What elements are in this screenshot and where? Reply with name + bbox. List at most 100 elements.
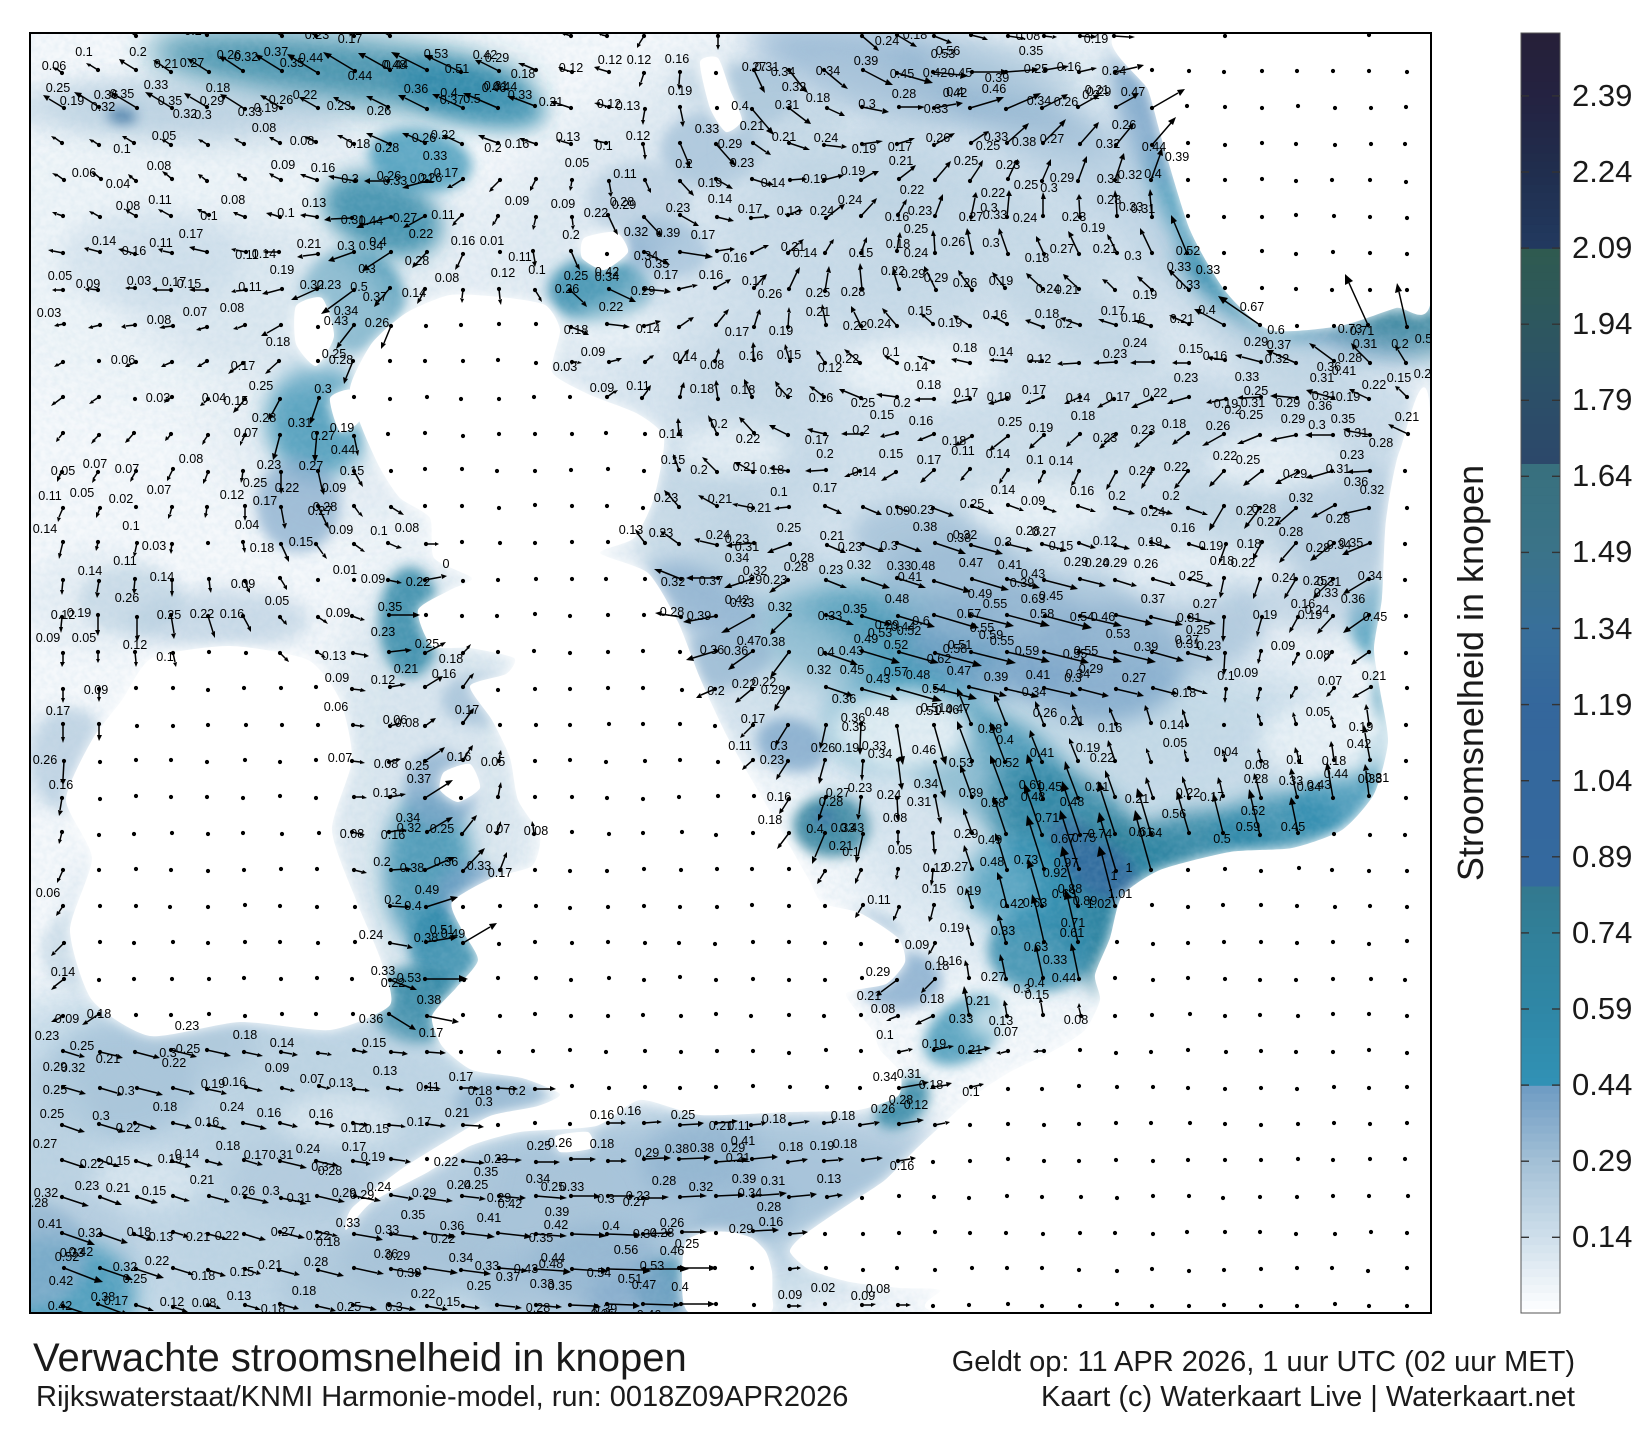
- svg-text:0.34: 0.34: [738, 1186, 763, 1200]
- svg-text:0.2: 0.2: [484, 141, 502, 155]
- svg-text:0.27: 0.27: [623, 1195, 648, 1209]
- svg-text:0.17: 0.17: [434, 166, 459, 180]
- svg-text:0.34: 0.34: [725, 551, 750, 565]
- svg-text:0.12: 0.12: [559, 61, 584, 75]
- svg-text:0.2: 0.2: [508, 1084, 526, 1098]
- svg-text:0.27: 0.27: [742, 60, 767, 74]
- svg-text:0.18: 0.18: [206, 81, 231, 95]
- svg-text:0.26: 0.26: [953, 276, 978, 290]
- svg-text:0.19: 0.19: [270, 263, 295, 277]
- svg-text:0.3: 0.3: [311, 1160, 329, 1174]
- svg-text:1.79: 1.79: [1572, 382, 1632, 417]
- svg-text:0.25: 0.25: [1186, 623, 1211, 637]
- svg-text:0.88: 0.88: [1058, 882, 1083, 896]
- svg-text:0.31: 0.31: [775, 98, 800, 112]
- svg-text:0.14: 0.14: [33, 522, 58, 536]
- svg-text:0.16: 0.16: [699, 268, 724, 282]
- svg-text:Verwachte stroomsnelheid in kn: Verwachte stroomsnelheid in knopen: [33, 1336, 687, 1380]
- svg-text:0.34: 0.34: [359, 239, 384, 253]
- svg-text:0.16: 0.16: [49, 778, 74, 792]
- svg-text:0.09: 0.09: [265, 1061, 290, 1075]
- svg-text:1.04: 1.04: [1572, 763, 1632, 798]
- svg-text:0.08: 0.08: [395, 521, 420, 535]
- svg-text:0.18: 0.18: [153, 1100, 178, 1114]
- svg-text:0.3: 0.3: [337, 239, 355, 253]
- svg-text:0.01: 0.01: [333, 563, 358, 577]
- svg-text:0.26: 0.26: [418, 171, 443, 185]
- svg-text:0.33: 0.33: [818, 609, 843, 623]
- svg-text:0.16: 0.16: [309, 1107, 334, 1121]
- svg-text:0.21: 0.21: [966, 994, 991, 1008]
- svg-text:0.1: 0.1: [876, 1028, 894, 1042]
- svg-text:0.4: 0.4: [440, 86, 458, 100]
- svg-text:0.17: 0.17: [488, 866, 513, 880]
- svg-text:0.09: 0.09: [778, 1288, 803, 1302]
- svg-text:0.34: 0.34: [914, 777, 939, 791]
- svg-text:0.59: 0.59: [1015, 644, 1040, 658]
- svg-text:0.67: 0.67: [1240, 300, 1265, 314]
- svg-text:0.3: 0.3: [159, 1046, 177, 1060]
- svg-text:0.18: 0.18: [590, 1137, 615, 1151]
- svg-text:0.22: 0.22: [1176, 786, 1201, 800]
- svg-text:0.26: 0.26: [1033, 706, 1058, 720]
- svg-text:0.45: 0.45: [840, 663, 865, 677]
- svg-text:0.19: 0.19: [254, 101, 279, 115]
- svg-text:0.18: 0.18: [127, 1225, 152, 1239]
- svg-text:0.06: 0.06: [72, 166, 97, 180]
- svg-text:0.15: 0.15: [340, 464, 365, 478]
- svg-text:0.44: 0.44: [299, 51, 324, 65]
- svg-text:0.22: 0.22: [1164, 460, 1189, 474]
- svg-text:0.26: 0.26: [217, 48, 242, 62]
- svg-text:0.17: 0.17: [691, 228, 716, 242]
- svg-text:0.12: 0.12: [923, 861, 948, 875]
- svg-text:0.06: 0.06: [42, 59, 67, 73]
- svg-text:0.18: 0.18: [250, 541, 275, 555]
- svg-text:0.51: 0.51: [445, 62, 470, 76]
- svg-text:0.27: 0.27: [981, 970, 1006, 984]
- svg-text:0.5: 0.5: [463, 92, 481, 106]
- svg-text:0.14: 0.14: [51, 965, 76, 979]
- svg-text:0.12: 0.12: [904, 1098, 929, 1112]
- svg-text:0.22: 0.22: [190, 607, 215, 621]
- svg-text:0.16: 0.16: [617, 1104, 642, 1118]
- svg-text:0.4: 0.4: [817, 645, 835, 659]
- svg-text:0.4: 0.4: [404, 899, 422, 913]
- svg-text:0.89: 0.89: [1073, 894, 1098, 908]
- svg-text:0.62: 0.62: [927, 652, 952, 666]
- svg-text:0.14: 0.14: [636, 322, 661, 336]
- svg-text:0.44: 0.44: [359, 214, 384, 228]
- svg-text:0.28: 0.28: [318, 1164, 343, 1178]
- svg-text:0.37: 0.37: [1267, 338, 1292, 352]
- svg-text:0.22: 0.22: [411, 1287, 436, 1301]
- svg-text:0.16: 0.16: [739, 349, 764, 363]
- svg-text:0.07: 0.07: [183, 305, 208, 319]
- svg-text:0.38: 0.38: [761, 635, 786, 649]
- svg-text:2.24: 2.24: [1572, 154, 1632, 189]
- svg-text:0.35: 0.35: [548, 1279, 573, 1293]
- svg-text:1: 1: [1125, 861, 1132, 875]
- svg-text:0.08: 0.08: [866, 1282, 891, 1296]
- svg-text:0.3: 0.3: [385, 1300, 403, 1314]
- svg-text:0.22: 0.22: [981, 186, 1006, 200]
- svg-text:0.1: 0.1: [882, 345, 900, 359]
- svg-text:0.26: 0.26: [811, 741, 836, 755]
- svg-text:0.4: 0.4: [1027, 976, 1045, 990]
- svg-text:0.44: 0.44: [1052, 971, 1077, 985]
- svg-text:0.43: 0.43: [514, 1262, 539, 1276]
- svg-text:0.05: 0.05: [1306, 705, 1331, 719]
- svg-text:0.23: 0.23: [838, 540, 863, 554]
- svg-text:0.35: 0.35: [401, 1208, 426, 1222]
- svg-text:0.31: 0.31: [1176, 637, 1201, 651]
- svg-text:0.1: 0.1: [156, 650, 174, 664]
- svg-text:0.38: 0.38: [690, 1141, 715, 1155]
- svg-text:0.75: 0.75: [1072, 831, 1097, 845]
- svg-text:0.53: 0.53: [949, 756, 974, 770]
- svg-text:0.55: 0.55: [990, 634, 1015, 648]
- svg-text:0.42: 0.42: [498, 1197, 523, 1211]
- svg-text:0.17: 0.17: [742, 274, 767, 288]
- svg-text:0.34: 0.34: [1327, 538, 1352, 552]
- svg-text:0.33: 0.33: [730, 596, 755, 610]
- svg-text:0.28: 0.28: [1279, 525, 1304, 539]
- svg-text:0.36: 0.36: [404, 82, 429, 96]
- svg-text:0.4: 0.4: [946, 85, 964, 99]
